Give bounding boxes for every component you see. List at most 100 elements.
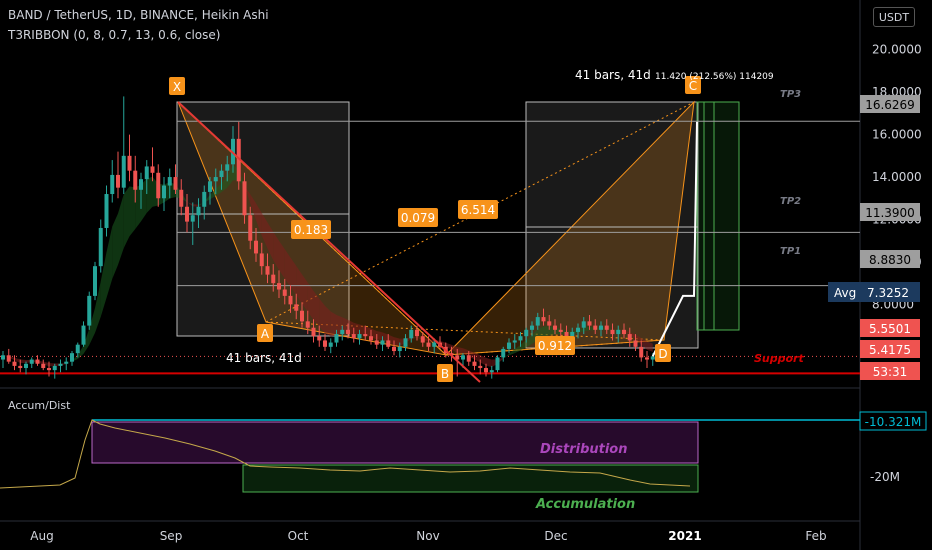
candle[interactable]	[52, 363, 57, 379]
candle[interactable]	[248, 206, 253, 250]
candle[interactable]	[541, 308, 546, 326]
candle[interactable]	[173, 164, 178, 195]
candle[interactable]	[455, 348, 460, 377]
time-axis[interactable]: Aug Sep Oct Nov Dec 2021 Feb	[30, 529, 826, 543]
candle[interactable]	[397, 342, 402, 358]
candle[interactable]	[363, 325, 368, 341]
pattern-point-a[interactable]: A	[257, 324, 273, 342]
candle[interactable]	[530, 321, 534, 337]
candle[interactable]	[426, 336, 431, 352]
candle[interactable]	[12, 355, 17, 371]
candle[interactable]	[127, 134, 132, 182]
candle[interactable]	[133, 155, 138, 203]
candle[interactable]	[547, 314, 552, 330]
candle[interactable]	[93, 261, 97, 301]
candle[interactable]	[495, 355, 500, 373]
candle[interactable]	[231, 126, 235, 173]
candle[interactable]	[535, 312, 540, 330]
candle[interactable]	[236, 121, 241, 190]
candle[interactable]	[317, 325, 322, 347]
candle[interactable]	[645, 351, 649, 369]
candle[interactable]	[300, 302, 304, 328]
candle[interactable]	[305, 310, 310, 335]
candle[interactable]	[156, 164, 161, 207]
candle[interactable]	[581, 317, 586, 335]
candle[interactable]	[265, 253, 270, 284]
candle[interactable]	[70, 351, 74, 366]
candle[interactable]	[323, 334, 327, 352]
candle[interactable]	[639, 340, 644, 362]
candle[interactable]	[202, 185, 207, 220]
candle[interactable]	[553, 319, 557, 335]
candle[interactable]	[403, 334, 408, 352]
candle[interactable]	[610, 323, 615, 341]
candle[interactable]	[340, 325, 345, 341]
candle[interactable]	[277, 270, 281, 298]
candle[interactable]	[190, 202, 195, 245]
candle[interactable]	[622, 323, 626, 339]
candle[interactable]	[167, 168, 172, 199]
candle[interactable]	[87, 291, 92, 330]
candle[interactable]	[311, 319, 316, 343]
candle[interactable]	[369, 329, 373, 345]
pattern-point-c[interactable]: C	[685, 76, 701, 94]
candle[interactable]	[1, 351, 5, 369]
candle[interactable]	[386, 334, 391, 349]
candle[interactable]	[351, 327, 356, 343]
candle[interactable]	[294, 293, 299, 320]
candle[interactable]	[259, 242, 264, 275]
candle[interactable]	[110, 160, 115, 203]
candle[interactable]	[29, 357, 34, 369]
candle[interactable]	[409, 325, 414, 343]
candle[interactable]	[472, 355, 477, 371]
candle[interactable]	[162, 177, 166, 211]
candle[interactable]	[116, 151, 120, 199]
candle[interactable]	[593, 319, 598, 335]
candle[interactable]	[599, 321, 603, 337]
candle[interactable]	[185, 194, 189, 233]
candle[interactable]	[6, 348, 11, 364]
candle[interactable]	[587, 314, 592, 330]
candle[interactable]	[47, 361, 51, 377]
candle[interactable]	[24, 361, 28, 375]
candle[interactable]	[328, 338, 333, 354]
candle[interactable]	[98, 219, 103, 273]
candle[interactable]	[242, 172, 247, 224]
candle[interactable]	[334, 329, 339, 347]
pattern-point-x[interactable]: X	[169, 77, 185, 95]
candle[interactable]	[81, 321, 86, 347]
candle[interactable]	[58, 359, 63, 373]
candle[interactable]	[576, 323, 580, 339]
candle[interactable]	[139, 172, 143, 209]
candle[interactable]	[288, 285, 293, 313]
candle[interactable]	[524, 327, 529, 343]
trend-line[interactable]	[177, 101, 481, 383]
pattern-point-d[interactable]: D	[655, 344, 671, 362]
currency-button[interactable]: USDT	[873, 7, 915, 27]
candle[interactable]	[604, 319, 609, 335]
candle[interactable]	[346, 323, 350, 339]
candle[interactable]	[374, 334, 379, 349]
candle[interactable]	[484, 363, 488, 377]
candle[interactable]	[489, 365, 494, 379]
candle[interactable]	[501, 346, 506, 362]
candle[interactable]	[213, 168, 218, 195]
candle[interactable]	[64, 357, 69, 371]
candle[interactable]	[121, 96, 126, 195]
candle[interactable]	[208, 177, 212, 205]
candle[interactable]	[357, 329, 362, 345]
candle[interactable]	[558, 323, 563, 339]
candle[interactable]	[75, 342, 80, 358]
candle[interactable]	[512, 334, 517, 349]
pattern-point-b[interactable]: B	[437, 364, 453, 382]
candle[interactable]	[420, 331, 425, 347]
candle[interactable]	[271, 264, 276, 292]
candle[interactable]	[282, 278, 287, 305]
candle[interactable]	[392, 340, 396, 356]
candle[interactable]	[254, 227, 258, 262]
candle[interactable]	[35, 355, 40, 366]
candle[interactable]	[415, 325, 419, 341]
candle[interactable]	[150, 147, 155, 182]
candle[interactable]	[380, 336, 385, 352]
candle[interactable]	[144, 160, 149, 195]
